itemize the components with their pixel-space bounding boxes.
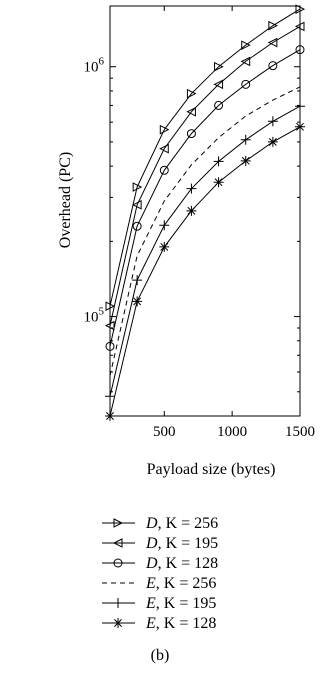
legend-entry-5: E, K = 195 xyxy=(102,595,216,612)
data-point xyxy=(213,79,224,90)
x-tick-label: 500 xyxy=(153,424,176,440)
legend-label: E, K = 195 xyxy=(145,595,216,612)
legend-entry-3: D, K = 128 xyxy=(102,555,218,572)
data-point xyxy=(159,220,170,231)
y-axis-label: Overhead (PC) xyxy=(57,152,74,248)
legend-marker xyxy=(113,518,124,528)
series-1 xyxy=(105,4,306,312)
data-point xyxy=(159,165,169,175)
data-point xyxy=(159,143,169,154)
data-point xyxy=(268,61,278,71)
data-point xyxy=(240,56,251,67)
series-3 xyxy=(105,45,305,351)
data-point xyxy=(132,296,143,307)
data-point xyxy=(132,182,143,192)
legend-label: E, K = 128 xyxy=(145,615,216,632)
data-point xyxy=(268,20,278,31)
legend-label: D, K = 195 xyxy=(145,535,218,552)
series-5 xyxy=(105,101,305,402)
data-point xyxy=(186,107,196,117)
data-point xyxy=(132,221,142,231)
series-2 xyxy=(104,21,305,331)
series-line xyxy=(109,126,301,417)
data-point xyxy=(132,200,142,210)
legend-entry-6: E, K = 128 xyxy=(102,615,216,632)
data-point xyxy=(159,124,170,135)
data-point xyxy=(267,37,278,48)
legend-marker xyxy=(113,618,123,628)
series-line xyxy=(109,25,301,326)
legend-entry-1: D, K = 256 xyxy=(102,515,218,532)
series-line xyxy=(109,105,301,397)
y-tick-label: 106 xyxy=(84,56,105,76)
data-point xyxy=(132,275,143,286)
data-point xyxy=(241,40,251,50)
y-tick-label: 105 xyxy=(84,306,105,326)
data-point xyxy=(240,134,251,145)
series-4 xyxy=(109,86,301,376)
x-tick-label: 1000 xyxy=(217,424,247,440)
series-6 xyxy=(105,121,305,421)
data-point xyxy=(213,156,224,167)
plot-frame xyxy=(109,5,301,417)
data-point xyxy=(159,241,170,252)
axes: 500 1000 1500 105 106 xyxy=(84,5,315,440)
data-point xyxy=(186,88,197,99)
legend: D, K = 256 D, K = 195 D, K = 128 E, K = 256… xyxy=(102,515,218,632)
legend-marker xyxy=(113,558,123,568)
data-point xyxy=(267,136,278,147)
legend-marker xyxy=(112,538,123,548)
legend-entry-4: E, K = 256 xyxy=(102,575,216,592)
data-point xyxy=(241,79,251,89)
legend-label: E, K = 256 xyxy=(145,575,216,592)
x-axis-label: Payload size (bytes) xyxy=(147,461,276,478)
data-point xyxy=(186,129,196,139)
data-point xyxy=(267,116,278,127)
data-point xyxy=(186,183,197,194)
legend-marker xyxy=(113,598,123,608)
data-point xyxy=(214,61,224,72)
plot-area xyxy=(104,4,306,421)
series-line xyxy=(109,86,301,376)
legend-entry-2: D, K = 195 xyxy=(102,535,218,552)
data-point xyxy=(214,100,224,110)
series-line xyxy=(109,8,301,307)
data-point xyxy=(240,155,251,166)
data-point xyxy=(186,205,197,216)
figure-caption: (b) xyxy=(151,647,170,664)
data-point xyxy=(213,177,224,188)
legend-label: D, K = 128 xyxy=(145,555,218,572)
x-tick-label: 1500 xyxy=(285,424,315,440)
series-line xyxy=(109,49,301,347)
legend-label: D, K = 256 xyxy=(145,515,218,532)
